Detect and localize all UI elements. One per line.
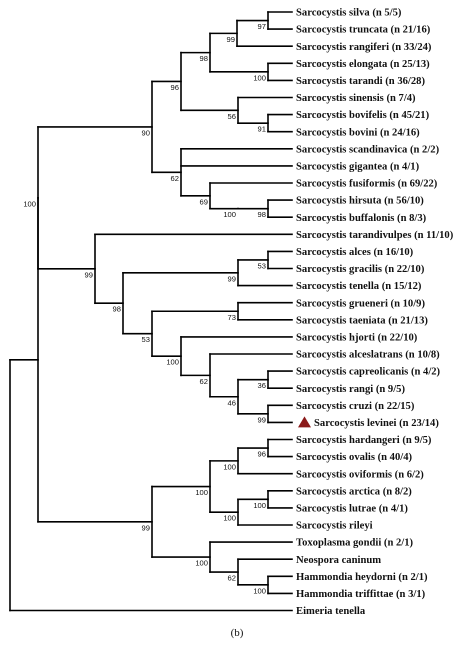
taxon-label: Sarcocystis alceslatrans (n 10/8): [296, 350, 440, 361]
taxon-label: Sarcocystis capreolicanis (n 4/2): [296, 367, 441, 378]
taxon-label: Sarcocystis grueneri (n 10/9): [296, 298, 425, 309]
tree-branches: [9, 11, 293, 612]
taxon-label: Eimeria tenella: [296, 606, 366, 617]
taxon-label: Sarcocystis gigantea (n 4/1): [296, 162, 420, 173]
taxon-label: Sarcocystis cruzi (n 22/15): [296, 401, 415, 412]
taxon-label: Sarcocystis sinensis (n 7/4): [296, 93, 416, 104]
bootstrap-value: 100: [195, 559, 208, 568]
taxon-label: Sarcocystis oviformis (n 6/2): [296, 469, 424, 480]
bootstrap-value: 97: [258, 22, 266, 31]
taxon-label: Sarcocystis ovalis (n 40/4): [296, 452, 413, 463]
bootstrap-value: 99: [142, 523, 150, 532]
bootstrap-value: 56: [228, 112, 236, 121]
taxon-label: Neospora caninum: [296, 555, 381, 566]
triangle-marker-icon: [298, 416, 311, 428]
taxon-label: Sarcocystis bovifelis (n 45/21): [296, 110, 430, 121]
taxon-label: Sarcocystis bovini (n 24/16): [296, 127, 420, 138]
bootstrap-value: 99: [258, 415, 266, 424]
bootstrap-value: 98: [113, 305, 121, 314]
bootstrap-value: 98: [200, 54, 208, 63]
highlight-marker: [298, 416, 311, 428]
taxon-label: Sarcocystis scandinavica (n 2/2): [296, 144, 440, 155]
taxon-label: Hammondia heydorni (n 2/1): [296, 572, 428, 583]
taxon-label: Sarcocystis rangi (n 9/5): [296, 384, 405, 395]
taxon-label: Sarcocystis buffalonis (n 8/3): [296, 213, 427, 224]
bootstrap-value: 36: [258, 381, 266, 390]
bootstrap-value: 100: [23, 199, 36, 208]
bootstrap-value: 98: [258, 210, 266, 219]
bootstrap-value: 99: [227, 35, 235, 44]
taxon-label: Sarcocystis silva (n 5/5): [296, 8, 402, 19]
bootstrap-value: 100: [253, 501, 266, 510]
bootstrap-value: 53: [142, 335, 150, 344]
bootstrap-value: 46: [228, 398, 236, 407]
bootstrap-value: 100: [253, 586, 266, 595]
bootstrap-value: 69: [200, 197, 208, 206]
bootstrap-value: 91: [258, 125, 266, 134]
bootstrap-value: 100: [223, 210, 236, 219]
taxon-label: Sarcocystis elongata (n 25/13): [296, 59, 430, 70]
taxon-label: Sarcocystis tarandivulpes (n 11/10): [296, 230, 454, 241]
taxon-label: Sarcocystis gracilis (n 22/10): [296, 264, 425, 275]
taxon-label: Sarcocystis levinei (n 23/14): [314, 418, 439, 429]
taxon-label: Sarcocystis hirsuta (n 56/10): [296, 196, 424, 207]
bootstrap-value: 100: [195, 488, 208, 497]
bootstrap-value: 96: [258, 450, 266, 459]
taxon-label: Sarcocystis tarandi (n 36/28): [296, 76, 425, 87]
taxon-label: Sarcocystis lutrae (n 4/1): [296, 504, 408, 515]
bootstrap-values: 97 99 100 98 91 56 96 98 100 69 62 90 53 99 73 99 36 46 62…: [23, 22, 266, 595]
taxon-labels: Sarcocystis silva (n 5/5) Sarcocystis tru…: [296, 8, 454, 617]
taxon-label: Sarcocystis truncata (n 21/16): [296, 25, 431, 36]
bootstrap-value: 96: [171, 83, 179, 92]
bootstrap-value: 100: [223, 514, 236, 523]
taxon-label: Sarcocystis hjorti (n 22/10): [296, 333, 418, 344]
bootstrap-value: 99: [85, 270, 93, 279]
bootstrap-value: 100: [223, 462, 236, 471]
bootstrap-value: 90: [142, 128, 150, 137]
bootstrap-value: 100: [166, 358, 179, 367]
taxon-label: Sarcocystis taeniata (n 21/13): [296, 315, 428, 326]
taxon-label: Sarcocystis alces (n 16/10): [296, 247, 414, 258]
bootstrap-value: 62: [171, 174, 179, 183]
taxon-label: Toxoplasma gondii (n 2/1): [296, 538, 414, 549]
bootstrap-value: 99: [228, 274, 236, 283]
figure-caption: (b): [231, 627, 244, 639]
bootstrap-value: 53: [258, 261, 266, 270]
bootstrap-value: 62: [200, 377, 208, 386]
bootstrap-value: 62: [228, 574, 236, 583]
taxon-label: Sarcocystis rileyi: [296, 521, 373, 532]
taxon-label: Hammondia triffittae (n 3/1): [296, 589, 426, 600]
taxon-label: Sarcocystis hardangeri (n 9/5): [296, 435, 432, 446]
taxon-label: Sarcocystis arctica (n 8/2): [296, 486, 412, 497]
taxon-label: Sarcocystis fusiformis (n 69/22): [296, 179, 438, 190]
taxon-label: Sarcocystis rangiferi (n 33/24): [296, 42, 432, 53]
taxon-label: Sarcocystis tenella (n 15/12): [296, 281, 422, 292]
bootstrap-value: 100: [253, 73, 266, 82]
bootstrap-value: 73: [228, 313, 236, 322]
